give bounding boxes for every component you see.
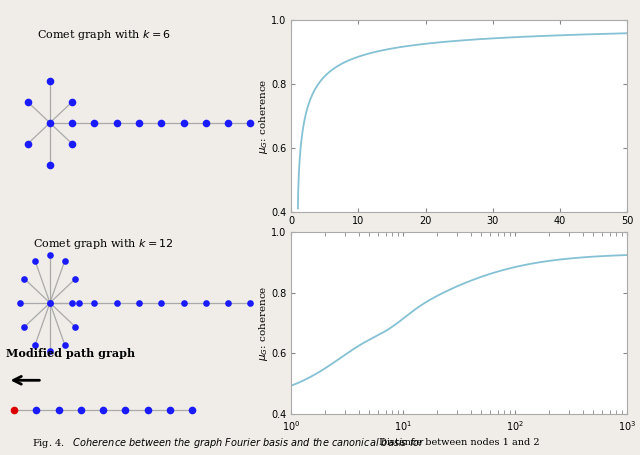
Text: Comet graph with $k = 12$: Comet graph with $k = 12$ (33, 237, 174, 251)
X-axis label: Distance between nodes 1 and 2: Distance between nodes 1 and 2 (379, 438, 540, 447)
Y-axis label: $\mu_G$: coherence: $\mu_G$: coherence (257, 78, 269, 154)
X-axis label: k: degree of the node in the middle of the star: k: degree of the node in the middle of t… (345, 232, 573, 241)
Text: Fig. 4.   $\it{Coherence\ between\ the\ graph\ Fourier\ basis\ and\ the\ canonic: Fig. 4. $\it{Coherence\ between\ the\ gr… (32, 435, 425, 450)
Text: Comet graph with $k = 6$: Comet graph with $k = 6$ (36, 28, 171, 42)
Y-axis label: $\mu_G$: coherence: $\mu_G$: coherence (257, 285, 269, 361)
Text: Modified path graph: Modified path graph (6, 348, 135, 359)
